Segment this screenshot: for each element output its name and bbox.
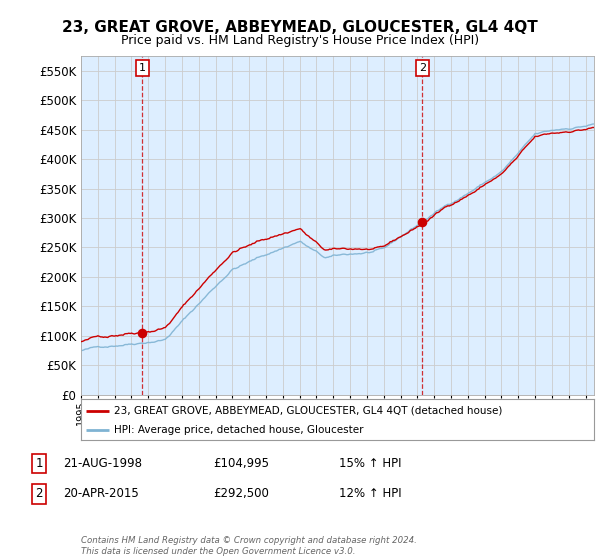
Text: 1: 1 (35, 457, 43, 470)
Text: 23, GREAT GROVE, ABBEYMEAD, GLOUCESTER, GL4 4QT: 23, GREAT GROVE, ABBEYMEAD, GLOUCESTER, … (62, 20, 538, 35)
Text: 23, GREAT GROVE, ABBEYMEAD, GLOUCESTER, GL4 4QT (detached house): 23, GREAT GROVE, ABBEYMEAD, GLOUCESTER, … (115, 405, 503, 416)
Text: 21-AUG-1998: 21-AUG-1998 (63, 457, 142, 470)
Text: HPI: Average price, detached house, Gloucester: HPI: Average price, detached house, Glou… (115, 424, 364, 435)
Text: £292,500: £292,500 (213, 487, 269, 501)
Point (418, 218, 427, 227)
Text: £104,995: £104,995 (213, 457, 269, 470)
Text: 12% ↑ HPI: 12% ↑ HPI (339, 487, 401, 501)
Text: 1: 1 (139, 63, 146, 73)
Text: 15% ↑ HPI: 15% ↑ HPI (339, 457, 401, 470)
Text: 2: 2 (35, 487, 43, 501)
Point (137, 329, 147, 338)
Text: 2: 2 (419, 63, 426, 73)
Text: Contains HM Land Registry data © Crown copyright and database right 2024.
This d: Contains HM Land Registry data © Crown c… (81, 536, 417, 556)
Text: 20-APR-2015: 20-APR-2015 (63, 487, 139, 501)
Text: Price paid vs. HM Land Registry's House Price Index (HPI): Price paid vs. HM Land Registry's House … (121, 34, 479, 46)
